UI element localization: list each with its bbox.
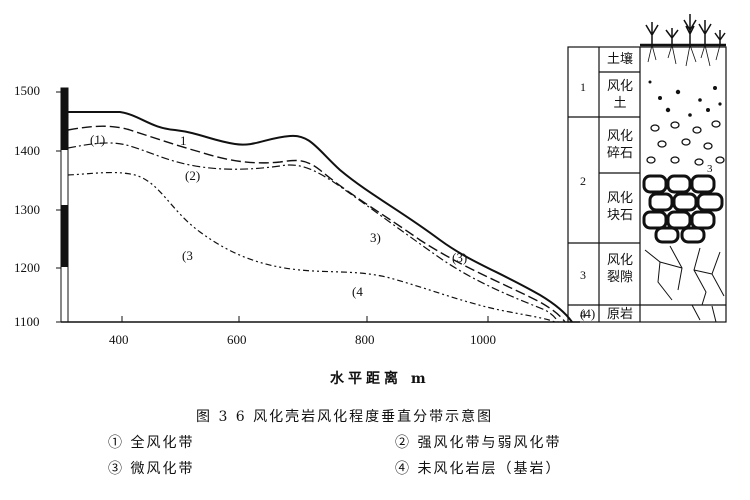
zone2-lower-boundary xyxy=(67,142,559,323)
column-group-4: 4 xyxy=(580,307,586,321)
legend-text-1: 全风化带 xyxy=(130,435,195,451)
legend-num-2: ② xyxy=(395,435,411,451)
y-tick-1300: 1300 xyxy=(14,202,40,217)
legend-item-1: ① 全风化带 xyxy=(108,432,194,452)
y-tick-1500: 1500 xyxy=(14,83,40,98)
x-axis-label: 水平距离 m xyxy=(330,371,430,387)
svg-text:3: 3 xyxy=(707,163,713,175)
zone-label-1-upper: 1 xyxy=(180,133,187,148)
weathered-soil-pattern xyxy=(648,80,722,117)
y-tick-1100: 1100 xyxy=(14,314,40,329)
legend-num-4: ④ xyxy=(395,461,411,477)
zone-label-3-b: (3) xyxy=(452,250,468,265)
zone-label-4-a: (4 xyxy=(352,284,363,299)
layer-weathered-fissure: 风化 裂隙 xyxy=(606,253,633,285)
fissure-pattern xyxy=(644,245,725,306)
y-tick-1400: 1400 xyxy=(14,143,40,158)
zone1-lower-boundary xyxy=(67,125,566,323)
zone-label-3-a: 3) xyxy=(370,230,381,245)
ground-surface-line xyxy=(68,111,573,323)
figure-caption: 图 3 6 风化壳岩风化程度垂直分带示意图 xyxy=(196,409,494,425)
legend-text-3: 微风化带 xyxy=(130,461,195,477)
y-tick-1200: 1200 xyxy=(14,260,40,275)
plant-icons xyxy=(645,14,726,45)
legend-num-1: ① xyxy=(108,435,124,451)
x-tick-800: 800 xyxy=(355,332,375,347)
weathering-column xyxy=(567,46,727,323)
x-tick-400: 400 xyxy=(109,332,129,347)
layer-weathered-gravel: 风化 碎石 xyxy=(606,129,633,161)
legend-text-4: 未风化岩层（基岩） xyxy=(417,461,562,477)
x-tick-1000: 1000 xyxy=(470,332,496,347)
legend-num-3: ③ xyxy=(108,461,124,477)
weathering-profile-diagram: 3 xyxy=(56,14,727,323)
layer-weathered-soil: 风化土 xyxy=(606,79,633,111)
legend-item-4: ④ 未风化岩层（基岩） xyxy=(395,458,561,478)
weathered-gravel-pattern xyxy=(646,120,725,166)
layer-weathered-block: 风化 块石 xyxy=(606,191,633,223)
zone-label-4-b: (4) xyxy=(580,306,596,321)
legend-item-3: ③ 微风化带 xyxy=(108,458,194,478)
layer-bedrock: 原岩 xyxy=(606,307,633,322)
layer-soil: 土壤 xyxy=(606,52,633,67)
zone-label-3-left: (3 xyxy=(182,248,193,263)
legend-text-2: 强风化带与弱风化带 xyxy=(417,435,562,451)
column-group-2: 2 xyxy=(580,174,586,188)
zone-label-1-lower: (1) xyxy=(90,132,106,147)
zone-label-2: (2) xyxy=(185,168,201,183)
column-group-3: 3 xyxy=(580,268,586,282)
weathered-block-pattern xyxy=(642,174,724,244)
legend-item-2: ② 强风化带与弱风化带 xyxy=(395,432,561,452)
x-tick-600: 600 xyxy=(227,332,247,347)
column-group-1: 1 xyxy=(580,80,586,94)
zone3-lower-boundary xyxy=(67,171,556,323)
